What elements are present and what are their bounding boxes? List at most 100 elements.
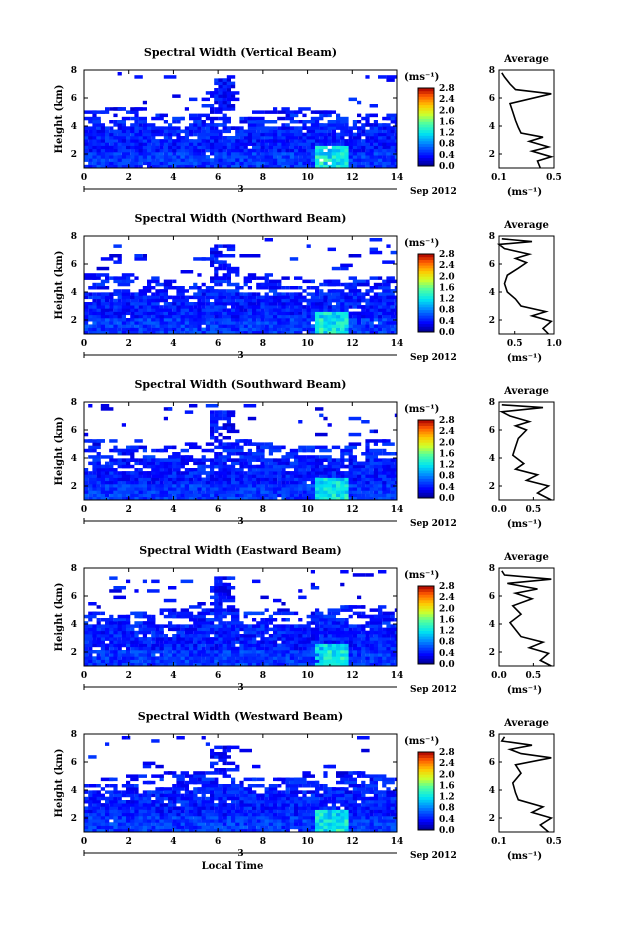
heatmap-cell	[118, 130, 122, 134]
heatmap-cell	[365, 446, 369, 450]
colorbar-segment	[418, 658, 434, 661]
heatmap-cell	[193, 312, 197, 316]
heatmap-cell	[391, 324, 395, 328]
heatmap-cell	[298, 299, 302, 303]
heatmap-cell	[210, 251, 223, 255]
heatmap-cell	[370, 490, 374, 494]
heatmap-cell	[105, 660, 109, 664]
heatmap-cell	[218, 321, 222, 325]
heatmap-cell	[160, 162, 164, 166]
heatmap-cell	[210, 647, 214, 651]
heatmap-cell	[193, 296, 206, 300]
heatmap-cell	[214, 312, 218, 316]
heatmap-cell	[294, 292, 298, 296]
heatmap-cell	[84, 149, 88, 153]
heatmap-cell	[315, 481, 319, 485]
heatmap-cell	[143, 810, 147, 814]
average-title: Average	[503, 552, 549, 563]
heatmap-cell	[365, 324, 369, 328]
heatmap-cell	[122, 289, 130, 293]
heatmap-cell	[88, 474, 92, 478]
heatmap-cell	[252, 146, 260, 150]
heatmap-cell	[143, 474, 147, 478]
heatmap-cell	[210, 289, 214, 293]
heatmap-cell	[349, 321, 353, 325]
heatmap-cell	[294, 308, 302, 312]
heatmap-cell	[197, 647, 201, 651]
heatmap-cell	[113, 618, 126, 622]
heatmap-cell	[164, 650, 168, 654]
heatmap-cell	[105, 308, 109, 312]
heatmap-cell	[223, 449, 231, 453]
heatmap-cell	[315, 446, 328, 450]
heatmap-cell	[370, 484, 374, 488]
heatmap-cell	[344, 123, 348, 127]
heatmap-cell	[298, 624, 311, 628]
heatmap-cell	[290, 644, 294, 648]
heatmap-cell	[370, 449, 383, 453]
heatmap-cell	[265, 136, 273, 140]
heatmap-cell	[336, 139, 340, 143]
heatmap-cell	[172, 146, 176, 150]
y-tick-label: 4	[71, 620, 77, 630]
heatmap-cell	[214, 462, 218, 466]
heatmap-cell	[126, 618, 130, 622]
heatmap-cell	[105, 142, 109, 146]
heatmap-cell	[365, 621, 369, 625]
heatmap-cell	[113, 120, 117, 124]
heatmap-cell	[265, 462, 269, 466]
heatmap-cell	[223, 328, 227, 332]
heatmap-cell	[160, 631, 164, 635]
heatmap-cell	[286, 471, 290, 475]
heatmap-cell	[84, 130, 88, 134]
x-tick-label: 0	[81, 505, 87, 515]
heatmap-cell	[244, 439, 252, 443]
heatmap-cell	[147, 644, 151, 648]
heatmap-cell	[122, 302, 126, 306]
heatmap-cell	[147, 296, 160, 300]
heatmap-cell	[382, 162, 386, 166]
colorbar-segment	[418, 268, 434, 271]
colorbar-segment	[418, 484, 434, 487]
heatmap-cell	[235, 149, 239, 153]
heatmap-cell	[265, 238, 273, 242]
heatmap-cell	[168, 819, 172, 823]
heatmap-cell	[370, 305, 374, 309]
heatmap-cell	[319, 414, 323, 418]
heatmap-cell	[176, 471, 180, 475]
heatmap-cell	[269, 647, 273, 651]
heatmap-cell	[227, 88, 231, 92]
heatmap-cell	[252, 292, 256, 296]
heatmap-cell	[252, 452, 265, 456]
heatmap-cell	[202, 257, 215, 261]
heatmap-cell	[164, 822, 168, 826]
heatmap-cell	[378, 612, 382, 616]
heatmap-cell	[210, 117, 218, 121]
heatmap-cell	[130, 324, 134, 328]
heatmap-cell	[218, 596, 226, 600]
heatmap-cell	[281, 286, 285, 290]
heatmap-cell	[223, 88, 227, 92]
heatmap-cell	[181, 644, 185, 648]
heatmap-cell	[227, 621, 231, 625]
heatmap-cell	[357, 596, 361, 600]
heatmap-cell	[273, 478, 277, 482]
heatmap-cell	[365, 624, 369, 628]
heatmap-cell	[223, 624, 227, 628]
heatmap-cell	[281, 612, 294, 616]
heatmap-cell	[101, 139, 105, 143]
heatmap-cell	[134, 257, 147, 261]
heatmap-cell	[244, 634, 248, 638]
heatmap-cell	[298, 107, 311, 111]
heatmap-cell	[223, 583, 231, 587]
heatmap-cell	[206, 133, 219, 137]
heatmap-cell	[210, 430, 214, 434]
heatmap-cell	[113, 778, 117, 782]
heatmap-cell	[248, 155, 252, 159]
heatmap-cell	[168, 296, 172, 300]
heatmap-cell	[260, 471, 264, 475]
heatmap-cell	[139, 484, 143, 488]
heatmap-cell	[370, 302, 374, 306]
heatmap-cell	[109, 794, 113, 798]
heatmap-cell	[307, 478, 311, 482]
